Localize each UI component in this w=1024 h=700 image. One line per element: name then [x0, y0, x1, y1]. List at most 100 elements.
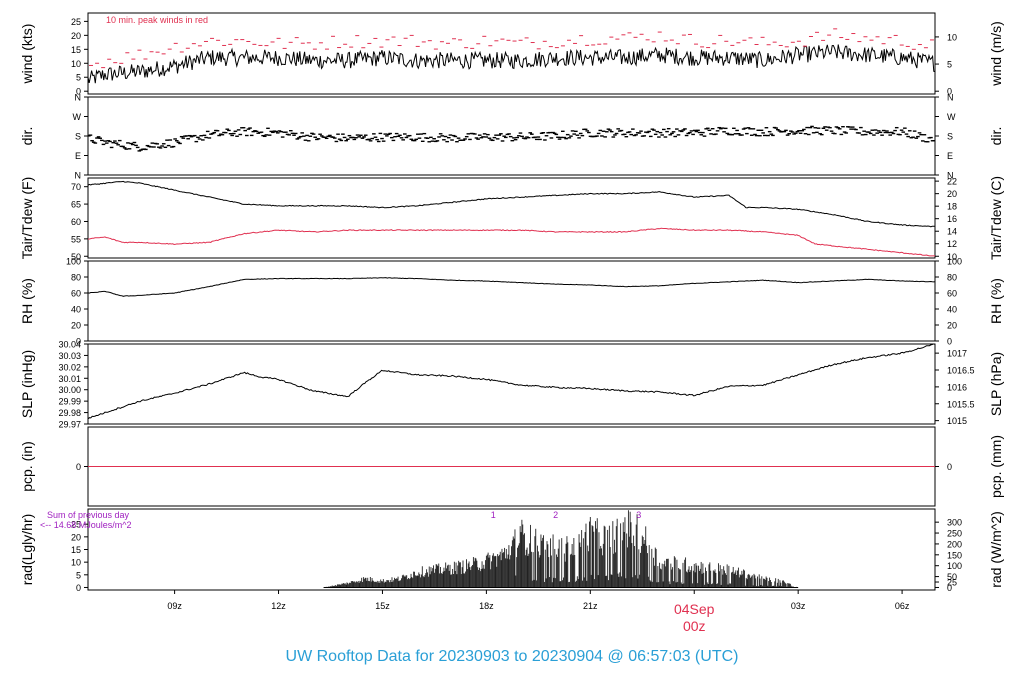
- y2-tick-label: 5: [947, 60, 952, 70]
- y2-tick-label: 1017: [947, 349, 967, 359]
- y-tick-label: 15: [71, 45, 81, 55]
- y-tick-label: 0: [76, 87, 81, 97]
- y-axis-label: wind (kts): [19, 24, 35, 85]
- y2-tick-label: E: [947, 151, 953, 161]
- radiation-annotation-1: Sum of previous day: [47, 510, 130, 520]
- y-axis-label: pcp. (in): [19, 441, 35, 492]
- chart-title: UW Rooftop Data for 20230903 to 20230904…: [285, 648, 739, 665]
- panel-7: 051015202502550100150200250300rad(Lgly/h…: [19, 508, 1004, 593]
- x-tick-label: 06z: [895, 601, 910, 611]
- panel-frame: [87, 260, 936, 342]
- y-tick-label: 15: [71, 545, 81, 555]
- wind-annotation: 10 min. peak winds in red: [106, 15, 208, 25]
- y2-tick-label: 10: [947, 32, 957, 42]
- y-tick-label: 29.97: [58, 420, 81, 430]
- y-tick-label: 20: [71, 532, 81, 542]
- y2-axis-label: dir.: [988, 127, 1004, 146]
- y-tick-label: 60: [71, 289, 81, 299]
- y2-tick-label: 0: [947, 462, 952, 472]
- y2-tick-label: 250: [947, 529, 962, 539]
- y-tick-label: 30.02: [58, 362, 81, 372]
- y-tick-label: 70: [71, 182, 81, 192]
- y-tick-label: 60: [71, 217, 81, 227]
- y2-axis-label: wind (m/s): [988, 21, 1004, 87]
- y2-tick-label: 200: [947, 539, 962, 549]
- y2-tick-label: 1016: [947, 382, 967, 392]
- y-tick-label: 30.03: [58, 351, 81, 361]
- y2-tick-label: 40: [947, 305, 957, 315]
- y-tick-label: 25: [71, 17, 81, 27]
- y-axis-label: RH (%): [19, 278, 35, 324]
- y2-tick-label: 22: [947, 177, 957, 187]
- y2-tick-label: 300: [947, 518, 962, 528]
- y2-tick-label: 10: [947, 252, 957, 262]
- x-tick-label: 18z: [479, 601, 494, 611]
- y-tick-label: 5: [76, 570, 81, 580]
- y-tick-label: 25: [71, 520, 81, 530]
- x-tick-label: 21z: [583, 601, 598, 611]
- y-tick-label: 30.00: [58, 385, 81, 395]
- panel-4: 0 20 40 60 80 100 0 20 40 60 80 100 RH (%) RH (%): [19, 257, 1004, 347]
- y-tick-label: 30.01: [58, 374, 81, 384]
- x-tick-label: 09z: [167, 601, 182, 611]
- y-tick-label: S: [75, 132, 81, 142]
- y2-tick-label: 1015.5: [947, 399, 975, 409]
- y-tick-label: 5: [76, 73, 81, 83]
- y2-tick-label: N: [947, 93, 954, 103]
- y-tick-label: 40: [71, 305, 81, 315]
- series-sea-level-pressure: [88, 344, 935, 420]
- y-tick-label: 30.04: [58, 340, 81, 350]
- radiation-marker: 2: [553, 510, 558, 520]
- y2-tick-label: 0: [947, 87, 952, 97]
- y2-axis-label: rad (W/m^2): [988, 511, 1004, 588]
- series-relative-humidity: [88, 277, 935, 297]
- y-tick-label: 20: [71, 321, 81, 331]
- series-dewpoint: [88, 227, 935, 257]
- y2-tick-label: 50: [947, 572, 957, 582]
- panel-frame: [87, 343, 936, 425]
- series-radiation: [325, 510, 797, 588]
- y2-axis-label: pcp. (mm): [988, 435, 1004, 498]
- y-tick-label: 29.99: [58, 397, 81, 407]
- series-wind-direction: [88, 125, 935, 152]
- y2-tick-label: 0: [947, 337, 952, 347]
- y-tick-label: 55: [71, 234, 81, 244]
- y-tick-label: 10: [71, 59, 81, 69]
- y2-tick-label: 25: [947, 578, 957, 588]
- y-tick-label: 0: [76, 337, 81, 347]
- y-axis-label: SLP (inHg): [19, 350, 35, 418]
- y2-tick-label: 1015: [947, 416, 967, 426]
- y2-tick-label: 16: [947, 214, 957, 224]
- y-tick-label: 80: [71, 273, 81, 283]
- y-axis-label: rad(Lgly/hr): [19, 514, 35, 586]
- y-tick-label: W: [73, 112, 82, 122]
- panel-frame: [87, 177, 936, 259]
- y-tick-label: 50: [71, 252, 81, 262]
- y2-tick-label: 14: [947, 227, 957, 237]
- y-tick-label: 65: [71, 200, 81, 210]
- y-tick-label: 10: [71, 558, 81, 568]
- series-wind-speed: [88, 44, 935, 84]
- y2-tick-label: W: [947, 112, 956, 122]
- y2-tick-label: 100: [947, 257, 962, 267]
- y2-tick-label: 1016.5: [947, 366, 975, 376]
- y-axis-label: dir.: [19, 127, 35, 146]
- panel-1: 0 5 10 15 20 25 0 5 10 wind (kts) wind (m/s) 10 min…: [19, 12, 1004, 97]
- y2-tick-label: 80: [947, 273, 957, 283]
- y2-tick-label: 12: [947, 239, 957, 249]
- y-tick-label: 20: [71, 31, 81, 41]
- y-tick-label: 0: [76, 583, 81, 593]
- x-day-time-label: 00z: [683, 618, 706, 634]
- panel-3: 50 55 60 65 70 10 12 14 16 18 20 22 Tair/Tdew (F) Tai…: [19, 176, 1004, 262]
- radiation-annotation-2: <-- 14.68 MJoules/m^2: [40, 520, 132, 530]
- y-tick-label: N: [75, 171, 82, 181]
- x-day-label: 04Sep: [674, 601, 715, 617]
- series-air-temperature: [88, 180, 935, 228]
- x-tick-label: 15z: [375, 601, 390, 611]
- panel-frame: [87, 12, 936, 95]
- y2-tick-label: S: [947, 132, 953, 142]
- y-tick-label: 29.98: [58, 408, 81, 418]
- y2-tick-label: 18: [947, 202, 957, 212]
